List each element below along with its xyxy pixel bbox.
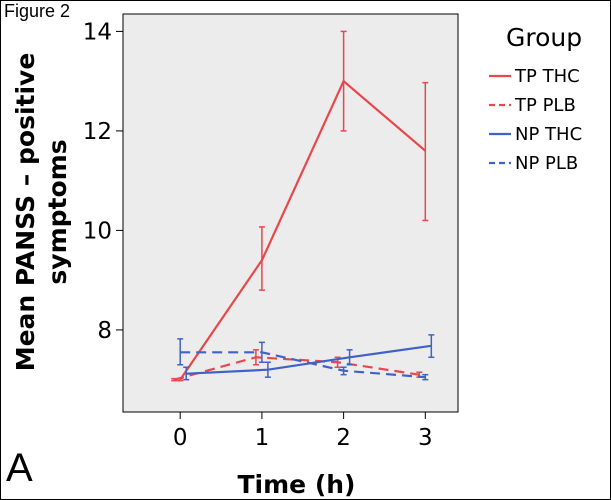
- legend-title: Group: [506, 23, 582, 52]
- legend-item: NP THC: [489, 124, 582, 145]
- error-bar: [258, 226, 265, 291]
- x-axis: 0 1 2 3: [173, 412, 433, 451]
- y-tick-label: 12: [83, 119, 112, 145]
- y-tick-label: 8: [97, 318, 112, 344]
- legend-item: TP THC: [489, 66, 580, 87]
- x-tick-label: 2: [336, 425, 351, 451]
- legend-label: TP THC: [514, 66, 580, 87]
- legend: Group TP THC TP PLB NP THC NP PLB: [489, 23, 582, 174]
- y-axis-title-line-2: symptoms: [43, 139, 72, 284]
- legend-label: NP PLB: [515, 153, 578, 174]
- error-bar: [340, 366, 347, 376]
- error-bar: [177, 338, 184, 366]
- x-tick-label: 1: [255, 425, 270, 451]
- figure-label: Figure 2: [4, 1, 71, 21]
- series-layer: [171, 30, 435, 382]
- y-axis: 8 10 12 14: [83, 19, 123, 344]
- x-tick-label: 0: [173, 425, 188, 451]
- plot-area: [122, 13, 459, 413]
- legend-label: NP THC: [515, 124, 582, 145]
- error-bar: [183, 366, 190, 381]
- y-tick-label: 14: [83, 19, 112, 45]
- x-axis-title: Time (h): [238, 470, 356, 499]
- series-np-plb: [177, 338, 429, 381]
- x-tick-label: 3: [418, 425, 433, 451]
- legend-item: TP PLB: [489, 95, 576, 116]
- series-line: [179, 79, 427, 381]
- legend-label: TP PLB: [514, 95, 576, 116]
- legend-item: NP PLB: [489, 153, 578, 174]
- series-tp-thc: [177, 30, 429, 382]
- error-bar: [428, 334, 435, 359]
- series-line: [180, 351, 426, 379]
- y-axis-title-line-1: Mean PANSS – positive: [11, 53, 40, 372]
- y-tick-label: 10: [83, 218, 112, 244]
- panel-label: A: [6, 446, 33, 490]
- error-bar: [422, 81, 429, 222]
